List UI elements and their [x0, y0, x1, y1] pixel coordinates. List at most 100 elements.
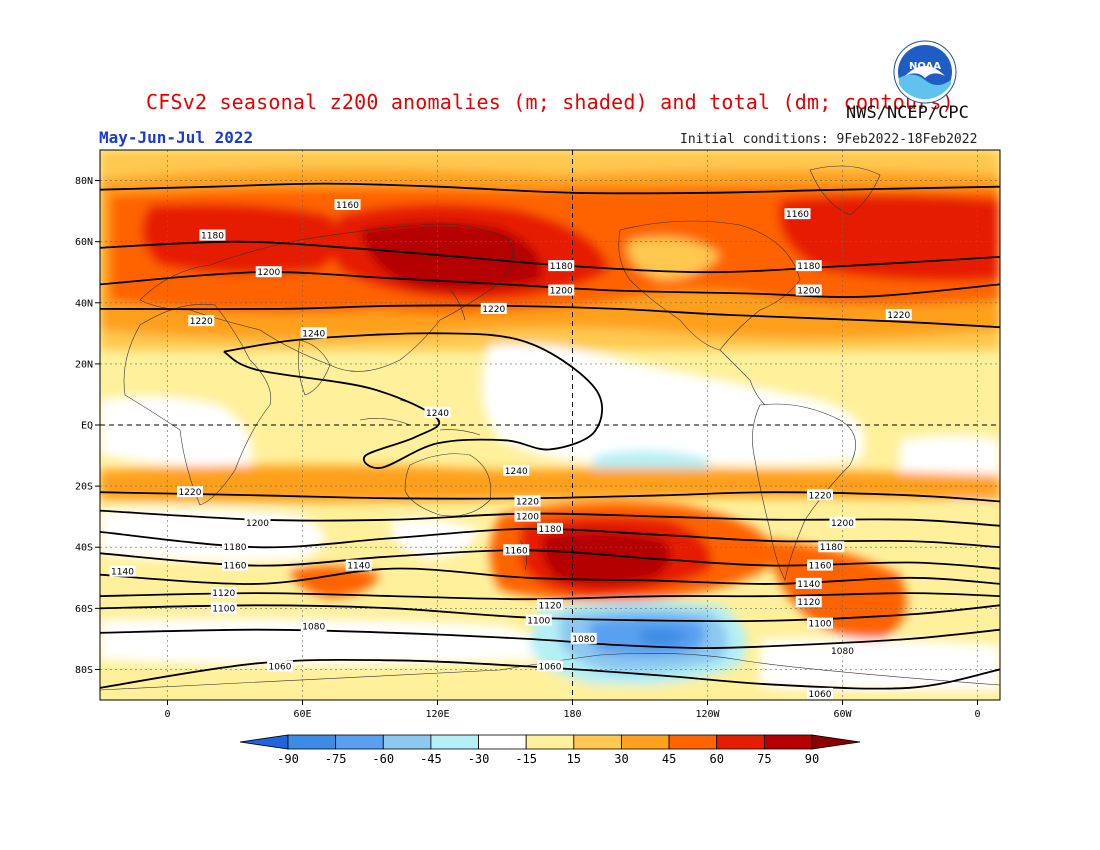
contour-label: 1220: [887, 311, 910, 321]
colorbar-arrow-high: [811, 734, 861, 750]
contour-1180: [100, 240, 1000, 274]
contour-label-bg: [210, 587, 237, 599]
contour-label: 1060: [269, 662, 292, 672]
contour-label: 1080: [572, 635, 595, 645]
colorbar-label: 30: [614, 752, 628, 766]
contour-label: 1220: [482, 305, 505, 315]
contour-label: 1160: [786, 210, 809, 220]
contour-label-bg: [514, 510, 541, 522]
contour-label: 1120: [539, 601, 562, 611]
contour-label: 1180: [224, 543, 247, 553]
contour-label-bg: [795, 596, 822, 608]
contour-label-bg: [795, 284, 822, 296]
colorbar-box: [525, 734, 575, 750]
contour-label-bg: [300, 620, 327, 632]
contour-label-bg: [503, 464, 530, 476]
contour-label: 1220: [179, 488, 202, 498]
colorbar-box: [763, 734, 813, 750]
contour-label-bg: [795, 260, 822, 272]
contour-1180: [100, 527, 1000, 549]
lat-tick-label: 40S: [75, 543, 93, 554]
colorbar-box: [621, 734, 670, 750]
initial-conditions-label: Initial conditions: 9Feb2022-18Feb2022: [680, 132, 978, 147]
contour-label: 1160: [336, 201, 359, 211]
contour-label-bg: [255, 266, 282, 278]
contour-label-bg: [829, 516, 856, 528]
colorbar-label: -90: [277, 752, 299, 766]
contour-label-bg: [829, 645, 856, 657]
contour-label: 1220: [516, 497, 539, 507]
contour-label-bg: [537, 660, 563, 672]
contour-label-bg: [480, 302, 507, 314]
colorbar-label: -60: [372, 752, 394, 766]
lat-tick-label: 80N: [75, 176, 93, 187]
contour-label-bg: [334, 199, 361, 210]
contour-label-bg: [267, 660, 293, 672]
contour-label: 1200: [831, 519, 854, 529]
lat-tick-label: EQ: [81, 421, 93, 432]
contour-label-bg: [784, 208, 811, 220]
contour-label-bg: [807, 489, 833, 501]
contour-1220: [100, 304, 1000, 329]
colorbar-label: -75: [325, 752, 347, 766]
colorbar-label: -45: [420, 752, 442, 766]
contour-label: 1180: [550, 262, 573, 272]
lon-tick-label: 60E: [293, 709, 311, 720]
contour-label-bg: [807, 559, 833, 571]
agency-label: NWS/NCEP/CPC: [846, 103, 969, 123]
contour-label: 1200: [797, 287, 820, 297]
contour-label-bg: [222, 541, 248, 553]
contour-label: 1140: [111, 568, 134, 578]
contour-label: 1240: [426, 409, 449, 419]
contour-label: 1160: [809, 562, 832, 572]
colorbar-label: 60: [710, 752, 724, 766]
contour-label: 1200: [257, 268, 280, 278]
latitude-axis: 80N 60N 40N 20N EQ 20S 40S 60S 80S: [75, 176, 100, 676]
contour-label: 1220: [190, 317, 213, 327]
contour-1100: [100, 604, 1000, 623]
contour-label-bg: [188, 315, 215, 327]
colorbar-label: 75: [757, 752, 771, 766]
noaa-logo-icon: NOAA: [893, 40, 957, 104]
contour-label-bg: [199, 229, 226, 241]
contour-label: 1120: [212, 589, 235, 599]
contour-label: 1240: [505, 467, 528, 477]
contour-label-bg: [537, 599, 563, 611]
contour-label: 1160: [224, 562, 247, 572]
colorbar-box: [573, 734, 622, 750]
colorbar-box: [478, 734, 527, 750]
contour-1160: [100, 549, 1000, 570]
contour-1240: [223, 332, 603, 469]
lat-tick-label: 60N: [75, 237, 93, 248]
contour-label-bg: [807, 617, 833, 629]
contour-label-bg: [503, 544, 530, 556]
contour-label-bg: [424, 406, 451, 418]
contour-label: 1120: [797, 598, 820, 608]
coastlines: [100, 165, 1000, 691]
contour-label-bg: [514, 495, 541, 507]
contour-label: 1200: [246, 519, 269, 529]
contour-label-bg: [177, 486, 203, 498]
contour-1060: [100, 658, 1000, 690]
colorbar-label: 45: [662, 752, 676, 766]
contour-labels: 1160 1160 1180 1180 1180 1200 1200 1200 1220 1220…: [109, 199, 912, 700]
contour-label: 1100: [212, 604, 235, 614]
contour-label-bg: [885, 309, 912, 320]
contour-label: 1060: [539, 662, 562, 672]
contour-label: 1220: [809, 491, 832, 501]
lat-tick-label: 80S: [75, 665, 93, 676]
colorbar-box: [287, 734, 337, 750]
lon-tick-label: 60W: [833, 709, 852, 720]
longitude-axis: 0 60E 120E 180 120W 60W 0: [164, 700, 981, 720]
colorbar-label: 15: [567, 752, 581, 766]
contour-1220: [100, 491, 1000, 503]
lat-tick-label: 20N: [75, 359, 93, 370]
colorbar-label: -30: [468, 752, 490, 766]
noaa-logo-text: NOAA: [909, 61, 941, 72]
contour-label: 1140: [347, 562, 370, 572]
contour-label: 1080: [302, 623, 325, 633]
contour-label: 1180: [201, 232, 224, 242]
colorbar-box: [430, 734, 479, 750]
